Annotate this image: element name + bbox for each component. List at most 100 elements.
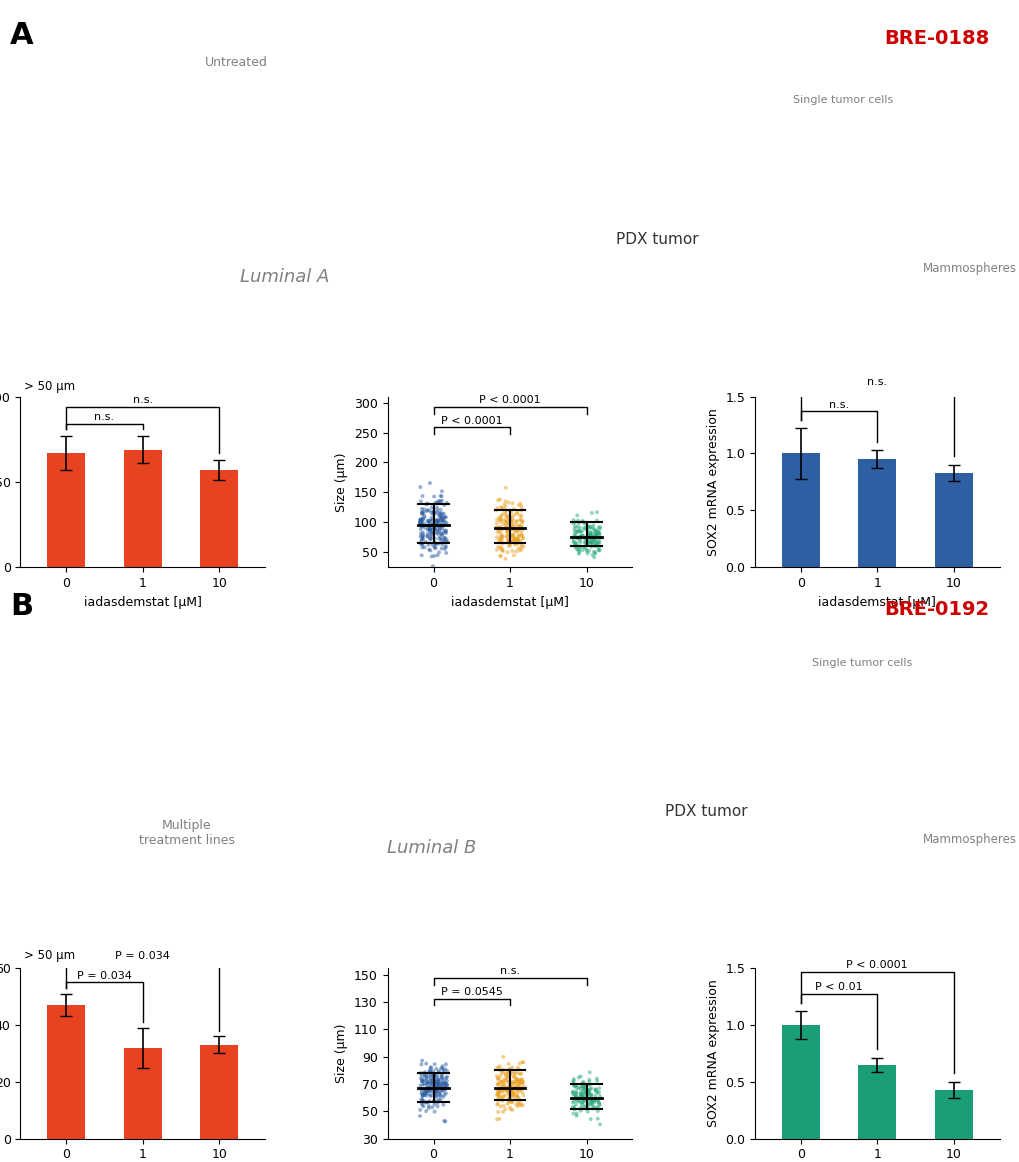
Point [422,541,438,560]
Point [416,1082,432,1100]
Point [507,1074,524,1092]
Point [494,540,511,559]
Point [423,547,439,566]
Point [414,536,430,554]
Point [423,1074,439,1092]
Point [492,547,508,566]
Text: P < 0.01: P < 0.01 [814,982,862,992]
Point [492,512,508,531]
Point [510,1097,526,1116]
Point [495,1079,512,1098]
Point [433,1076,449,1095]
Point [433,1075,449,1093]
Point [491,1110,507,1128]
Point [567,517,583,536]
Point [591,1096,607,1114]
Point [494,1086,511,1105]
Point [511,526,527,545]
Y-axis label: Size (μm): Size (μm) [335,1024,348,1083]
Point [414,1070,430,1089]
Point [433,1069,449,1088]
Point [581,532,597,551]
Point [495,1070,512,1089]
Point [492,533,508,552]
Point [428,510,444,529]
Point [429,514,445,532]
Point [508,1086,525,1105]
Point [430,543,446,561]
Point [437,544,453,562]
Point [435,532,451,551]
Point [431,1078,447,1097]
Point [423,525,439,544]
Point [490,1069,506,1088]
Point [429,524,445,543]
Bar [857,1064,896,1139]
Point [591,1116,607,1134]
Point [583,1086,599,1105]
Point [504,517,521,536]
Point [499,521,516,539]
Point [565,529,581,547]
Text: BRE-0192: BRE-0192 [883,600,988,619]
Point [493,1090,510,1109]
Point [583,1085,599,1104]
Point [582,523,598,541]
Point [587,535,603,553]
Point [488,1059,504,1077]
Point [582,524,598,543]
Point [418,1070,434,1089]
Point [571,1092,587,1111]
Point [492,507,508,525]
Point [510,539,526,558]
Point [433,1081,449,1099]
Point [568,1076,584,1095]
X-axis label: iadasdemstat [μM]: iadasdemstat [μM] [84,596,202,609]
Point [425,518,441,537]
Point [503,526,520,545]
Point [499,1091,516,1110]
Point [583,538,599,557]
Point [512,1064,528,1083]
Point [585,535,601,553]
Bar [47,1005,86,1139]
Point [566,522,582,540]
Point [590,1093,606,1112]
Point [429,1093,445,1112]
Point [569,529,585,547]
Point [583,1091,599,1110]
Point [421,517,437,536]
Point [567,512,583,531]
Point [590,1083,606,1102]
Point [423,523,439,541]
Point [588,522,604,540]
Point [412,1076,428,1095]
Point [431,1090,447,1109]
Point [574,1077,590,1096]
Point [589,1102,605,1120]
Point [427,1075,443,1093]
Point [420,1099,436,1118]
Point [501,525,518,544]
Point [490,518,506,537]
Point [490,531,506,550]
Point [490,1086,506,1105]
Point [570,528,586,546]
Point [583,1078,599,1097]
Point [502,1086,519,1105]
Point [437,530,453,548]
Point [584,1091,600,1110]
Point [581,517,597,536]
Point [514,1078,530,1097]
Point [428,1077,444,1096]
Point [438,1062,454,1081]
Point [577,1082,593,1100]
Point [583,1093,599,1112]
Point [435,1077,451,1096]
Point [572,518,588,537]
Point [591,1079,607,1098]
Point [430,1074,446,1092]
Point [513,1078,529,1097]
Point [494,500,511,518]
Point [495,1073,512,1091]
